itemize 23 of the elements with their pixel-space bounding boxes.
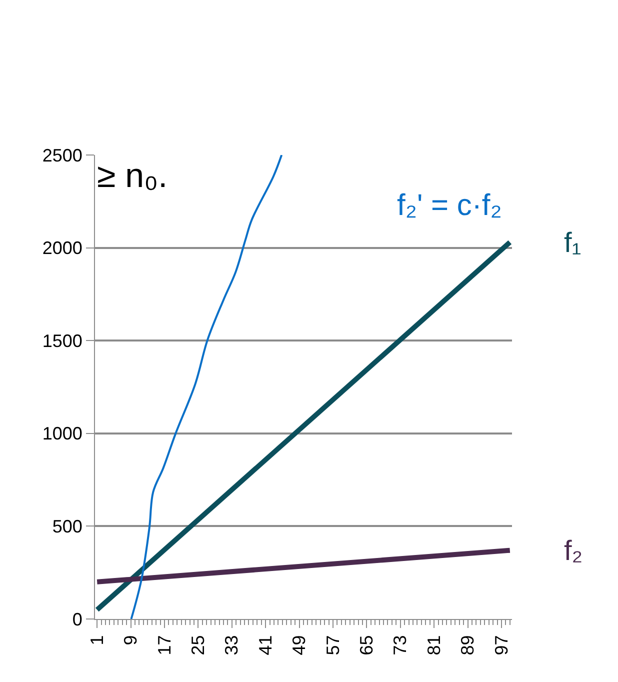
series-label: f₁: [564, 227, 582, 258]
x-tick-label: 9: [120, 635, 141, 646]
x-tick-label: 89: [458, 635, 478, 656]
y-tick-label: 500: [52, 516, 82, 536]
y-tick-label: 2000: [42, 238, 82, 258]
x-tick-label: 33: [222, 635, 242, 656]
y-tick-label: 1000: [42, 424, 82, 444]
annotation: f₂' = c·f₂: [397, 189, 502, 222]
annotation: ≥ n₀.: [97, 157, 168, 195]
y-tick-label: 0: [72, 609, 82, 630]
series-label: f₂: [564, 535, 583, 566]
y-tick-label: 1500: [42, 330, 82, 351]
x-tick-label: 49: [289, 635, 310, 656]
x-tick-label: 73: [390, 635, 410, 656]
x-tick-label: 65: [356, 635, 377, 656]
x-tick-label: 17: [154, 635, 174, 656]
y-tick-label: 2500: [42, 145, 82, 166]
x-tick-label: 97: [491, 635, 512, 656]
x-tick-label: 1: [86, 635, 107, 646]
x-tick-label: 81: [424, 635, 444, 656]
x-tick-label: 25: [188, 635, 208, 656]
x-tick-label: 41: [255, 635, 276, 656]
x-tick-label: 57: [322, 635, 343, 656]
